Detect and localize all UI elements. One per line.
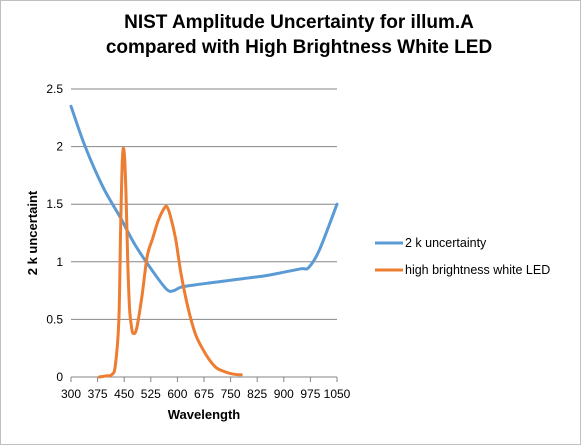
x-tick-label: 450 bbox=[114, 387, 134, 401]
x-tick-label: 900 bbox=[274, 387, 294, 401]
x-tick-label: 975 bbox=[300, 387, 320, 401]
x-axis-title: Wavelength bbox=[168, 407, 241, 422]
y-tick-label: 0 bbox=[56, 370, 63, 384]
y-tick-label: 1 bbox=[56, 255, 63, 269]
x-tick-label: 300 bbox=[61, 387, 81, 401]
x-tick-label: 600 bbox=[167, 387, 187, 401]
y-tick-label: 2 bbox=[56, 140, 63, 154]
y-tick-label: 2.5 bbox=[46, 82, 63, 96]
x-tick-label: 525 bbox=[141, 387, 161, 401]
x-tick-label: 675 bbox=[194, 387, 214, 401]
legend-label-1: 2 k uncertainty bbox=[405, 236, 487, 250]
series-group bbox=[69, 104, 339, 379]
y-tick-label: 0.5 bbox=[46, 312, 63, 326]
x-tick-label: 375 bbox=[88, 387, 108, 401]
y-tick-label: 1.5 bbox=[46, 197, 63, 211]
x-tick-label: 825 bbox=[247, 387, 267, 401]
legend-label-2: high brightness white LED bbox=[405, 263, 550, 277]
x-tick-label: 750 bbox=[221, 387, 241, 401]
legend: 2 k uncertainty high brightness white LED bbox=[375, 236, 550, 277]
x-tick-label: 1050 bbox=[324, 387, 351, 401]
y-axis-title: 2 k uncertaint bbox=[25, 190, 40, 275]
chart-title-line-2: compared with High Brightness White LED bbox=[106, 37, 492, 58]
series-line-1 bbox=[69, 104, 339, 293]
chart-title-line-1: NIST Amplitude Uncertainty for illum.A bbox=[124, 12, 474, 33]
x-axis-ticks: 300 375 450 525 600 675 750 825 900 975 1050 bbox=[61, 377, 351, 401]
y-axis-ticks: 0 0.5 1 1.5 2 2.5 bbox=[46, 82, 63, 384]
gridlines bbox=[71, 88, 337, 320]
series-line-2 bbox=[97, 146, 243, 379]
